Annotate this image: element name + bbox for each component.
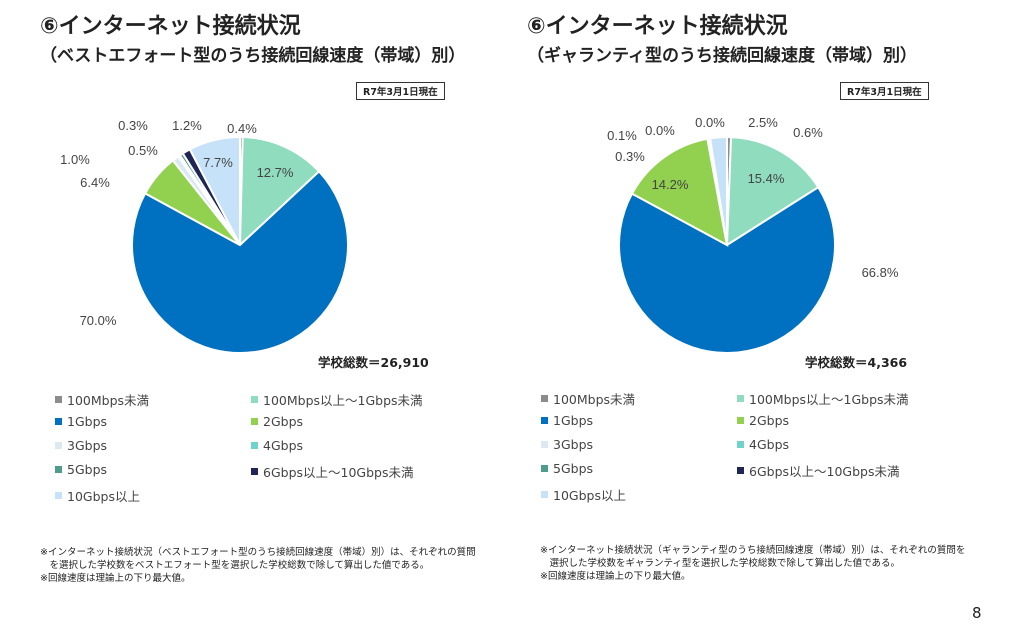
data-label: 0.1%: [607, 128, 637, 143]
legend-item: 3Gbps: [55, 438, 107, 453]
data-label: 1.0%: [60, 152, 90, 167]
legend-label: 100Mbps以上～1Gbps未満: [749, 392, 909, 407]
note-line: ※回線速度は理論上の下り最大値。: [40, 573, 191, 584]
legend-swatch: [55, 466, 62, 473]
legend-swatch: [55, 492, 62, 499]
data-label: 0.0%: [695, 115, 725, 130]
legend-label: 1Gbps: [553, 413, 594, 428]
chart-title: ⑥インターネット接続状況: [527, 14, 788, 39]
legend-item: 10Gbps以上: [541, 485, 626, 504]
legend-swatch: [737, 417, 744, 424]
legend-swatch: [251, 396, 258, 403]
legend-label: 5Gbps: [553, 461, 594, 476]
legend-item: 100Mbps未満: [541, 389, 635, 408]
school-total: 学校総数＝26,910: [318, 355, 429, 370]
chart-subtitle: （ギャランティ型のうち接続回線速度（帯域）別）: [527, 46, 917, 66]
data-label: 0.3%: [615, 149, 645, 164]
legend-swatch: [541, 441, 548, 448]
data-label: 0.3%: [118, 118, 148, 133]
data-label: 0.4%: [227, 121, 257, 136]
legend-swatch: [541, 395, 548, 402]
legend-swatch: [541, 491, 548, 498]
note-line: ※インターネット接続状況（ベストエフォート型のうち接続回線速度（帯域）別）は、そ…: [40, 547, 476, 558]
legend-label: 10Gbps以上: [67, 489, 140, 504]
pie-slice: [238, 136, 321, 248]
school-total: 学校総数＝4,366: [805, 355, 908, 370]
legend-swatch: [55, 418, 62, 425]
data-label: 70.0%: [80, 313, 117, 328]
data-label: 0.5%: [128, 143, 158, 158]
date-label: R7年3月1日現在: [356, 82, 445, 100]
legend-swatch: [737, 467, 744, 474]
pie-chart: 0.4% 12.7% 70.0% 6.4% 1.0% 0.3% 0.5% 1.2% 7.7%: [60, 118, 349, 354]
note-line: を選択した学校数をベストエフォート型を選択した学校総数で除して算出した値である。: [40, 560, 430, 571]
page-number: 8: [972, 604, 982, 622]
footnote: ※インターネット接続状況（ギャランティ型のうち接続回線速度（帯域）別）は、それぞ…: [540, 544, 965, 583]
pie-chart: 0.6% 15.4% 66.8% 14.2% 0.3% 0.1% 0.0% 0.0% 2.5%: [607, 115, 899, 354]
data-label: 1.2%: [172, 118, 202, 133]
legend-label: 100Mbps未満: [553, 392, 636, 407]
legend-item: 5Gbps: [541, 461, 593, 476]
legend-item: 4Gbps: [737, 437, 789, 452]
legend-item: 2Gbps: [737, 413, 789, 428]
legend-label: 2Gbps: [749, 413, 790, 428]
pie-slice: [131, 170, 349, 354]
legend-item: 1Gbps: [55, 414, 107, 429]
legend-item: 6Gbps以上～10Gbps未満: [251, 462, 414, 481]
legend-item: 4Gbps: [251, 438, 303, 453]
legend-label: 6Gbps以上～10Gbps未満: [749, 464, 900, 479]
legend-item: 100Mbps以上～1Gbps未満: [737, 389, 909, 408]
legend-swatch: [55, 396, 62, 403]
pie-slice: [618, 185, 836, 354]
data-label: 14.2%: [652, 177, 689, 192]
legend-swatch: [55, 442, 62, 449]
pie-slice: [708, 135, 728, 246]
data-label: 0.6%: [793, 125, 823, 140]
legend-label: 6Gbps以上～10Gbps未満: [263, 465, 414, 480]
legend-swatch: [737, 395, 744, 402]
legend-label: 4Gbps: [749, 437, 790, 452]
legend-swatch: [737, 441, 744, 448]
legend-label: 100Mbps以上～1Gbps未満: [263, 393, 423, 408]
legend-label: 3Gbps: [553, 437, 594, 452]
legend-label: 3Gbps: [67, 438, 108, 453]
legend-label: 2Gbps: [263, 414, 304, 429]
legend-item: 10Gbps以上: [55, 486, 140, 505]
note-line: 選択した学校数をギャランティ型を選択した学校総数で除して算出した値である。: [540, 558, 901, 569]
legend-swatch: [541, 465, 548, 472]
data-label: 7.7%: [203, 155, 233, 170]
legend-item: 2Gbps: [251, 414, 303, 429]
note-line: ※回線速度は理論上の下り最大値。: [540, 571, 691, 582]
legend-label: 10Gbps以上: [553, 488, 626, 503]
legend-swatch: [251, 442, 258, 449]
legend-item: 6Gbps以上～10Gbps未満: [737, 461, 900, 480]
legend-item: 100Mbps以上～1Gbps未満: [251, 390, 423, 409]
data-label: 12.7%: [257, 165, 294, 180]
chart-title: ⑥インターネット接続状況: [40, 14, 301, 39]
data-label: 66.8%: [862, 265, 899, 280]
pie-slice: [630, 137, 729, 247]
data-label: 15.4%: [748, 171, 785, 186]
pie-slice: [725, 136, 820, 247]
data-label: 2.5%: [748, 115, 778, 130]
legend-swatch: [251, 418, 258, 425]
legend-label: 5Gbps: [67, 462, 108, 477]
footnote: ※インターネット接続状況（ベストエフォート型のうち接続回線速度（帯域）別）は、そ…: [40, 546, 476, 585]
legend-item: 1Gbps: [541, 413, 593, 428]
legend-label: 4Gbps: [263, 438, 304, 453]
legend-label: 100Mbps未満: [67, 393, 150, 408]
legend-swatch: [251, 468, 258, 475]
legend-item: 5Gbps: [55, 462, 107, 477]
data-label: 0.0%: [645, 123, 675, 138]
legend-label: 1Gbps: [67, 414, 108, 429]
pie-slice: [188, 135, 241, 246]
legend-item: 3Gbps: [541, 437, 593, 452]
legend-swatch: [541, 417, 548, 424]
data-label: 6.4%: [80, 175, 110, 190]
date-label: R7年3月1日現在: [840, 82, 929, 100]
chart-subtitle: （ベストエフォート型のうち接続回線速度（帯域）別）: [40, 46, 466, 66]
note-line: ※インターネット接続状況（ギャランティ型のうち接続回線速度（帯域）別）は、それぞ…: [540, 545, 966, 556]
legend-item: 100Mbps未満: [55, 390, 149, 409]
